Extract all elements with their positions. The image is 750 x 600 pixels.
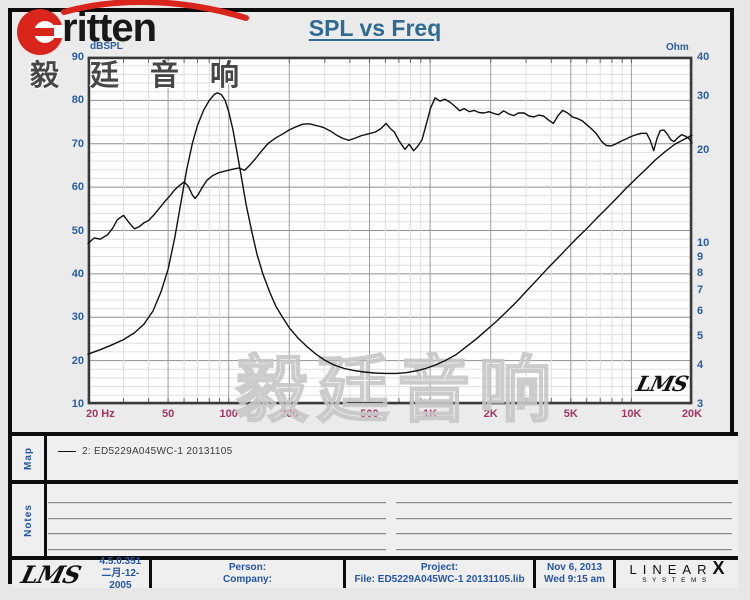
legend-text: 2: ED5229A045WC-1 20131105: [82, 446, 233, 457]
footer-person-label: Person:: [228, 562, 267, 573]
y-right-tick-label: 7: [697, 284, 704, 297]
y-right-tick-label: 10: [697, 236, 710, 249]
y-left-tick-label: 80: [71, 94, 84, 107]
y-left-tick-label: 20: [71, 354, 84, 367]
map-panel: Map 2: ED5229A045WC-1 20131105: [12, 432, 738, 480]
brand-swoosh-icon: [17, 0, 249, 55]
x-tick-label: 20 Hz: [86, 408, 115, 420]
x-tick-label: 2K: [483, 408, 498, 420]
x-tick-label: 1K: [423, 408, 438, 420]
footer-cell-project: Project: File: ED5229A045WC-1 20131105.l…: [346, 560, 536, 588]
brand-wordmark: ritten: [62, 6, 157, 50]
map-label-column: Map: [12, 436, 44, 480]
notes-rule: [48, 548, 386, 551]
footer-cell-person: Person: Company:: [152, 560, 346, 588]
y-right-tick-label: 20: [697, 143, 710, 156]
footer-file-label: File: ED5229A045WC-1 20131105.lib: [354, 574, 525, 585]
lms-plot-logo: LMS: [633, 371, 691, 396]
y-right-tick-label: 9: [697, 250, 704, 263]
chart-svg: 毅廷音响: [87, 56, 693, 432]
map-divider: [44, 436, 47, 480]
y-right-tick-label: 40: [697, 51, 710, 63]
y-left-tick-label: 60: [71, 181, 84, 194]
footer-cell-linearx: LINEARX SYSTEMS: [616, 559, 738, 588]
x-tick-label: 10K: [621, 408, 642, 420]
footer-cell-version: LMS 4.5.0.351 二月-12-2005: [12, 556, 152, 591]
page-title: SPL vs Freq: [308, 15, 442, 41]
footer-project-label: Project:: [420, 562, 459, 573]
notes-rule: [396, 517, 732, 520]
y-left-tick-label: 70: [71, 137, 84, 150]
notes-panel: Notes: [12, 480, 738, 556]
x-tick-label: 100: [219, 408, 238, 420]
notes-label: Notes: [22, 503, 34, 537]
y-right-tick-label: 6: [697, 305, 704, 318]
notes-rule: [396, 533, 732, 535]
footer-lms-logo: LMS: [18, 559, 84, 589]
linearx-x: X: [712, 557, 725, 578]
linearx-systems: SYSTEMS: [642, 576, 712, 584]
x-tick-label: 200: [280, 408, 299, 420]
linearx-logo: LINEARX SYSTEMS: [629, 559, 725, 586]
notes-divider: [44, 484, 47, 556]
map-label: Map: [22, 446, 34, 470]
x-tick-label: 20K: [681, 408, 703, 420]
watermark-text: 毅廷音响: [236, 351, 560, 431]
y-left-tick-label: 50: [71, 224, 84, 237]
footer-version-date: 二月-12-2005: [101, 568, 140, 591]
footer-cell-datetime: Nov 6, 2013 Wed 9:15 am: [536, 560, 616, 588]
brand-logo: ritten: [12, 0, 252, 60]
notes-rule: [396, 548, 732, 551]
y-right-tick-label: 3: [697, 398, 704, 410]
y-right-tick-label: 4: [697, 359, 704, 372]
legend-row: 2: ED5229A045WC-1 20131105: [58, 446, 233, 457]
y-left-tick-label: 30: [71, 311, 84, 324]
footer-company-label: Company:: [223, 574, 272, 585]
linearx-letters: LINEAR: [629, 561, 713, 577]
footer-bar: LMS 4.5.0.351 二月-12-2005 Person: Company…: [12, 556, 738, 591]
x-tick-label: 50: [161, 408, 175, 420]
notes-rule: [48, 502, 386, 504]
notes-rule: [48, 517, 386, 520]
footer-version: 4.5.0.351: [99, 556, 142, 567]
brand-chinese-text: 毅廷音响: [30, 60, 271, 92]
curve-spl: [87, 97, 693, 245]
curve-impedance: [87, 92, 693, 375]
legend-line-swatch: [58, 451, 76, 452]
y-left-tick-label: 90: [71, 51, 84, 63]
notes-rule: [48, 533, 386, 535]
y-right-axis-label: Ohm: [666, 42, 689, 53]
y-left-tick-label: 10: [71, 398, 84, 410]
x-tick-label: 5K: [563, 408, 578, 420]
x-tick-label: 500: [360, 408, 379, 420]
footer-date: Nov 6, 2013: [546, 562, 603, 573]
y-right-tick-label: 8: [697, 266, 704, 279]
chart-plot-area: 毅廷音响: [87, 56, 693, 432]
y-left-tick-label: 40: [71, 267, 84, 280]
notes-rule: [396, 502, 732, 504]
footer-time: Wed 9:15 am: [544, 574, 605, 585]
y-right-tick-label: 5: [697, 329, 704, 342]
notes-label-column: Notes: [12, 484, 44, 556]
y-right-tick-label: 30: [697, 89, 710, 102]
y-left-axis-label: dBSPL: [90, 41, 123, 52]
